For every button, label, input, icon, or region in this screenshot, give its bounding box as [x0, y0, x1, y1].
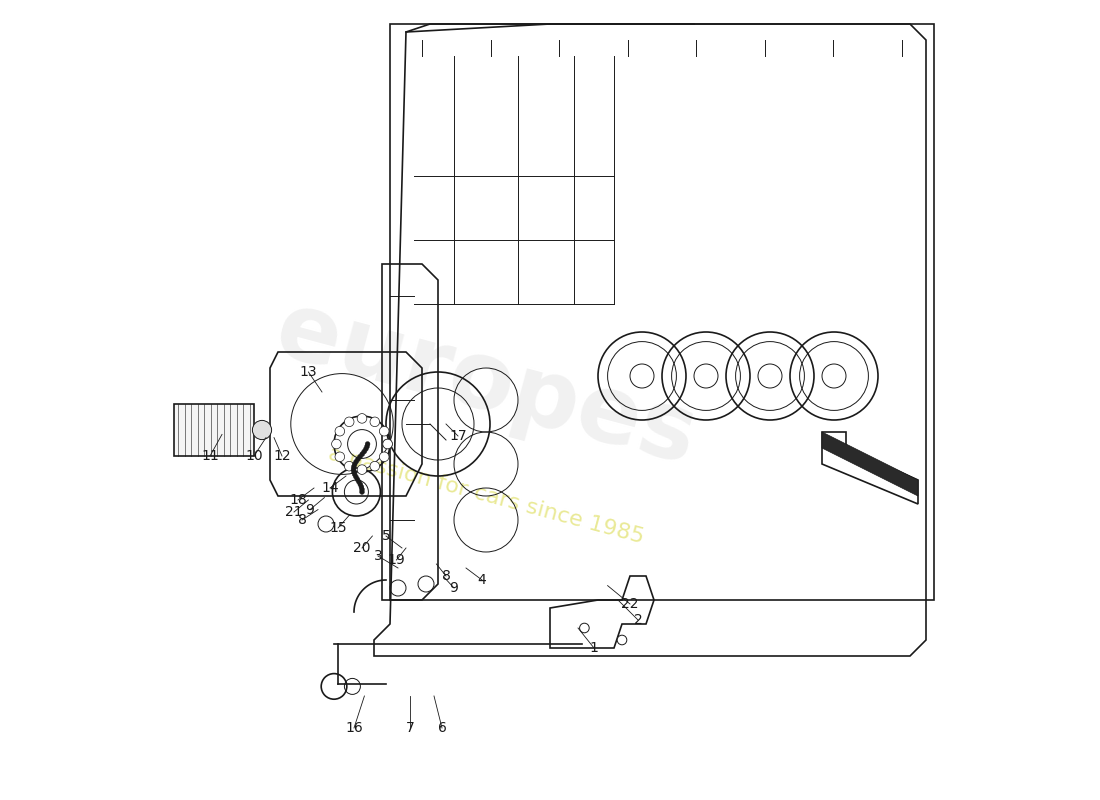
Circle shape — [360, 490, 364, 494]
Text: 18: 18 — [289, 493, 307, 507]
Circle shape — [370, 417, 379, 426]
Text: 8: 8 — [298, 513, 307, 527]
Circle shape — [360, 487, 364, 492]
Circle shape — [356, 479, 362, 484]
Circle shape — [379, 426, 389, 436]
Text: 8: 8 — [441, 569, 450, 583]
Text: 10: 10 — [245, 449, 263, 463]
Text: 13: 13 — [299, 365, 317, 379]
Circle shape — [365, 442, 370, 446]
Circle shape — [352, 462, 358, 466]
Circle shape — [351, 467, 356, 472]
Text: 20: 20 — [353, 541, 371, 555]
Circle shape — [351, 470, 356, 474]
Circle shape — [344, 417, 354, 426]
Text: 9: 9 — [450, 581, 459, 595]
Circle shape — [354, 459, 359, 464]
Text: 15: 15 — [329, 521, 346, 535]
Text: 5: 5 — [382, 529, 390, 543]
Text: 11: 11 — [201, 449, 219, 463]
Text: 19: 19 — [387, 553, 405, 567]
Circle shape — [580, 623, 590, 633]
Circle shape — [353, 474, 359, 479]
Circle shape — [359, 485, 364, 490]
Text: 14: 14 — [321, 481, 339, 495]
Text: 21: 21 — [285, 505, 303, 519]
Circle shape — [383, 439, 393, 449]
Text: 3: 3 — [374, 549, 383, 563]
Circle shape — [617, 635, 627, 645]
Text: 12: 12 — [273, 449, 290, 463]
Circle shape — [363, 446, 368, 451]
Circle shape — [360, 452, 364, 457]
Circle shape — [370, 462, 379, 471]
Polygon shape — [822, 432, 918, 504]
Text: 7: 7 — [406, 721, 415, 735]
Circle shape — [351, 464, 356, 469]
Text: 17: 17 — [449, 429, 466, 443]
Circle shape — [383, 439, 393, 449]
Circle shape — [336, 452, 344, 462]
Circle shape — [352, 472, 358, 477]
Text: a passion for cars since 1985: a passion for cars since 1985 — [326, 444, 646, 548]
Circle shape — [362, 449, 366, 454]
Circle shape — [358, 454, 363, 459]
Text: europes: europes — [266, 284, 706, 484]
Text: 6: 6 — [438, 721, 447, 735]
Circle shape — [336, 426, 344, 436]
Circle shape — [358, 482, 363, 487]
Circle shape — [358, 465, 366, 474]
Circle shape — [379, 452, 389, 462]
Text: 4: 4 — [477, 573, 486, 587]
Circle shape — [355, 457, 361, 462]
Circle shape — [252, 421, 272, 440]
Text: 1: 1 — [590, 641, 598, 655]
Circle shape — [355, 477, 360, 482]
Text: 22: 22 — [621, 597, 639, 611]
Text: 9: 9 — [306, 502, 315, 517]
Text: 2: 2 — [634, 613, 642, 627]
Circle shape — [344, 462, 354, 471]
Polygon shape — [174, 404, 254, 456]
Circle shape — [364, 444, 370, 449]
Text: 16: 16 — [345, 721, 363, 735]
Circle shape — [358, 414, 366, 423]
Polygon shape — [822, 432, 918, 496]
Circle shape — [331, 439, 341, 449]
